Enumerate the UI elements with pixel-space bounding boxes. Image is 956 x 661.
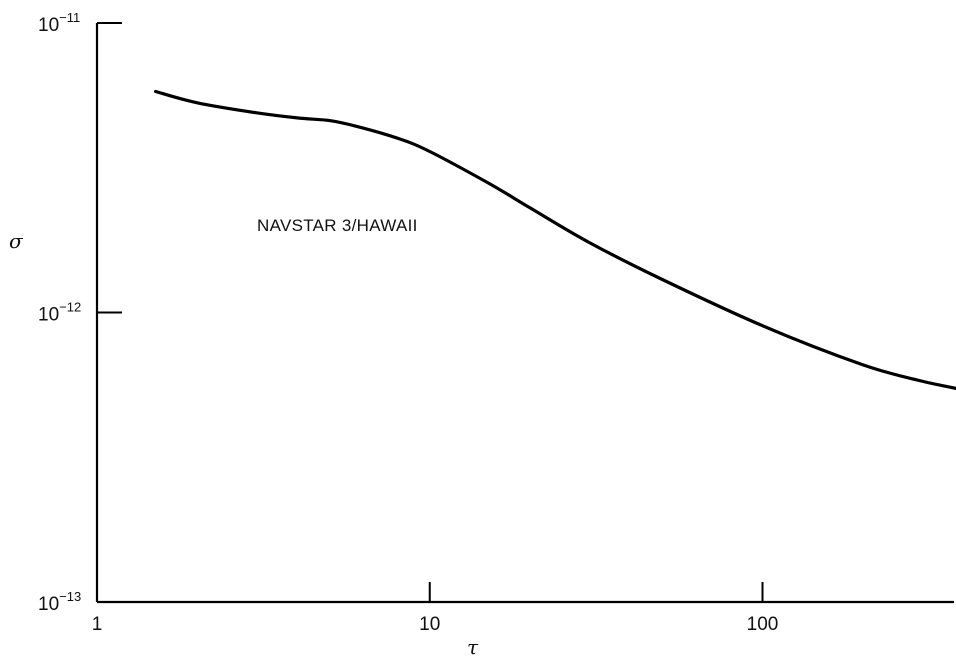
annotation-label: NAVSTAR 3/HAWAII xyxy=(257,216,418,235)
y-tick-label: 10−12 xyxy=(38,300,81,326)
y-axis-label: σ xyxy=(9,229,24,253)
x-axis-label: τ xyxy=(467,635,479,659)
x-ticks: 1 10 100 xyxy=(92,582,779,635)
y-tick-label: 10−13 xyxy=(38,589,81,615)
x-tick-label: 1 xyxy=(92,614,103,635)
x-tick-label: 10 xyxy=(419,614,440,635)
y-ticks: 10−11 10−12 10−13 xyxy=(38,10,122,615)
series-line xyxy=(154,89,956,391)
x-tick-label: 100 xyxy=(747,614,779,635)
y-tick-label: 10−11 xyxy=(38,10,80,36)
